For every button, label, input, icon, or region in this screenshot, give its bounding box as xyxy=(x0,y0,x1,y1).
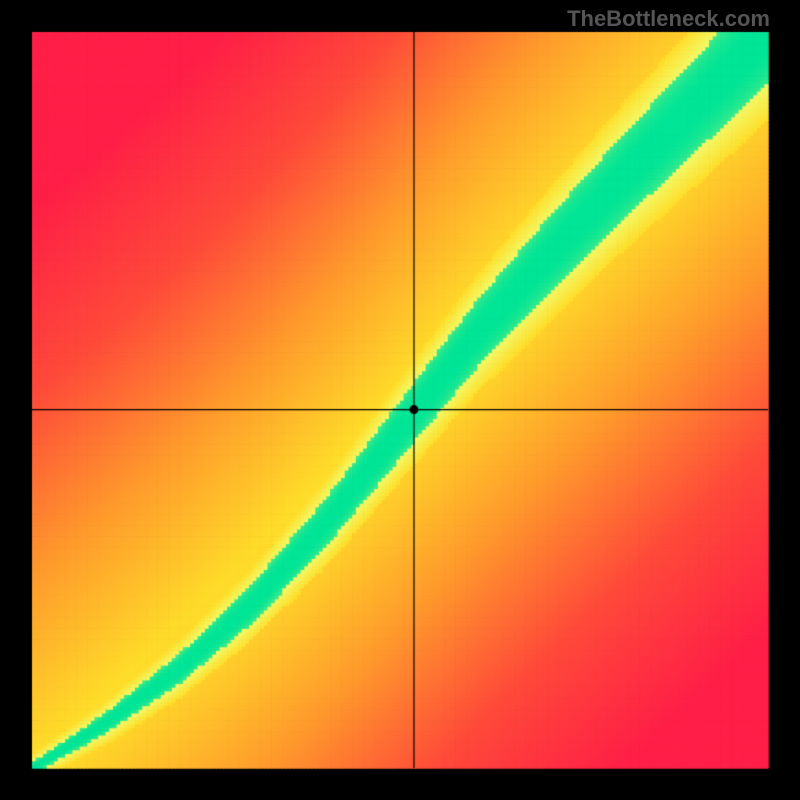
bottleneck-heatmap xyxy=(0,0,800,800)
watermark-text: TheBottleneck.com xyxy=(567,6,770,32)
